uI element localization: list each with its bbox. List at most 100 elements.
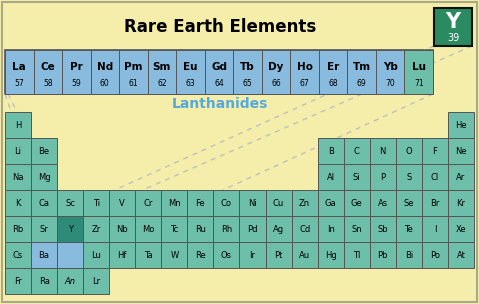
Bar bbox=[109, 216, 135, 242]
Text: 57: 57 bbox=[14, 78, 24, 88]
Text: Er: Er bbox=[327, 62, 339, 72]
Text: Ra: Ra bbox=[39, 277, 49, 285]
Bar bbox=[91, 50, 119, 94]
Bar bbox=[396, 164, 422, 190]
Text: Si: Si bbox=[353, 172, 361, 181]
Text: 39: 39 bbox=[447, 33, 459, 43]
Text: Kr: Kr bbox=[456, 199, 466, 208]
Bar bbox=[57, 242, 83, 268]
Text: Lr: Lr bbox=[92, 277, 100, 285]
Bar bbox=[240, 216, 265, 242]
Bar bbox=[83, 268, 109, 294]
Bar bbox=[57, 268, 83, 294]
Bar bbox=[83, 216, 109, 242]
Text: 62: 62 bbox=[157, 78, 167, 88]
Bar bbox=[31, 242, 57, 268]
Text: S: S bbox=[406, 172, 411, 181]
Bar bbox=[422, 164, 448, 190]
Text: V: V bbox=[119, 199, 125, 208]
Bar bbox=[344, 190, 370, 216]
Bar bbox=[292, 190, 318, 216]
Text: Ru: Ru bbox=[195, 224, 206, 233]
Text: 59: 59 bbox=[71, 78, 81, 88]
Text: Ge: Ge bbox=[351, 199, 363, 208]
Text: Pt: Pt bbox=[274, 250, 283, 260]
Text: Tb: Tb bbox=[240, 62, 255, 72]
Text: Dy: Dy bbox=[268, 62, 284, 72]
Text: Cl: Cl bbox=[431, 172, 439, 181]
Text: Cs: Cs bbox=[13, 250, 23, 260]
Bar bbox=[318, 216, 344, 242]
Text: Bi: Bi bbox=[405, 250, 413, 260]
Text: 64: 64 bbox=[214, 78, 224, 88]
Bar bbox=[161, 242, 187, 268]
Bar bbox=[292, 242, 318, 268]
Bar bbox=[31, 164, 57, 190]
Bar bbox=[187, 190, 214, 216]
Text: P: P bbox=[380, 172, 386, 181]
Bar bbox=[344, 216, 370, 242]
Bar bbox=[370, 242, 396, 268]
Bar bbox=[109, 242, 135, 268]
Text: Ni: Ni bbox=[248, 199, 257, 208]
Text: Sr: Sr bbox=[40, 224, 48, 233]
Text: N: N bbox=[380, 147, 386, 156]
Text: Pr: Pr bbox=[70, 62, 83, 72]
Bar bbox=[318, 190, 344, 216]
Bar bbox=[34, 50, 62, 94]
Bar bbox=[422, 242, 448, 268]
Text: Fe: Fe bbox=[195, 199, 205, 208]
Text: K: K bbox=[15, 199, 21, 208]
Bar bbox=[5, 138, 31, 164]
Bar bbox=[240, 190, 265, 216]
Text: Xe: Xe bbox=[456, 224, 466, 233]
Bar bbox=[265, 242, 292, 268]
Bar bbox=[187, 216, 214, 242]
Text: Tc: Tc bbox=[170, 224, 179, 233]
Text: La: La bbox=[12, 62, 26, 72]
Text: Ba: Ba bbox=[39, 250, 50, 260]
Text: Sb: Sb bbox=[377, 224, 388, 233]
Bar bbox=[205, 50, 233, 94]
Bar bbox=[344, 164, 370, 190]
Text: Se: Se bbox=[404, 199, 414, 208]
Bar bbox=[448, 138, 474, 164]
Bar bbox=[5, 216, 31, 242]
Text: Ho: Ho bbox=[297, 62, 313, 72]
Bar bbox=[135, 242, 161, 268]
Text: 58: 58 bbox=[43, 78, 53, 88]
Text: Lu: Lu bbox=[91, 250, 101, 260]
Bar bbox=[370, 138, 396, 164]
Bar bbox=[214, 242, 240, 268]
Bar bbox=[5, 164, 31, 190]
Text: 65: 65 bbox=[243, 78, 252, 88]
Bar bbox=[109, 190, 135, 216]
Text: Li: Li bbox=[14, 147, 22, 156]
Text: C: C bbox=[354, 147, 360, 156]
Text: Ti: Ti bbox=[92, 199, 100, 208]
Text: Ca: Ca bbox=[39, 199, 50, 208]
Text: Os: Os bbox=[221, 250, 232, 260]
Bar bbox=[422, 216, 448, 242]
Bar bbox=[57, 216, 83, 242]
Bar bbox=[370, 190, 396, 216]
Bar bbox=[290, 50, 319, 94]
Text: Nb: Nb bbox=[116, 224, 128, 233]
Text: Re: Re bbox=[195, 250, 206, 260]
Text: Mg: Mg bbox=[38, 172, 50, 181]
Text: Pm: Pm bbox=[124, 62, 143, 72]
Bar bbox=[31, 268, 57, 294]
Text: Hg: Hg bbox=[325, 250, 337, 260]
Bar bbox=[262, 50, 290, 94]
Bar bbox=[233, 50, 262, 94]
Bar bbox=[135, 190, 161, 216]
Text: O: O bbox=[406, 147, 412, 156]
Text: Co: Co bbox=[221, 199, 232, 208]
Text: W: W bbox=[170, 250, 179, 260]
Text: Nd: Nd bbox=[97, 62, 113, 72]
Bar bbox=[5, 190, 31, 216]
Bar bbox=[5, 112, 31, 138]
Text: Zr: Zr bbox=[91, 224, 101, 233]
Text: 61: 61 bbox=[128, 78, 138, 88]
Bar bbox=[31, 190, 57, 216]
